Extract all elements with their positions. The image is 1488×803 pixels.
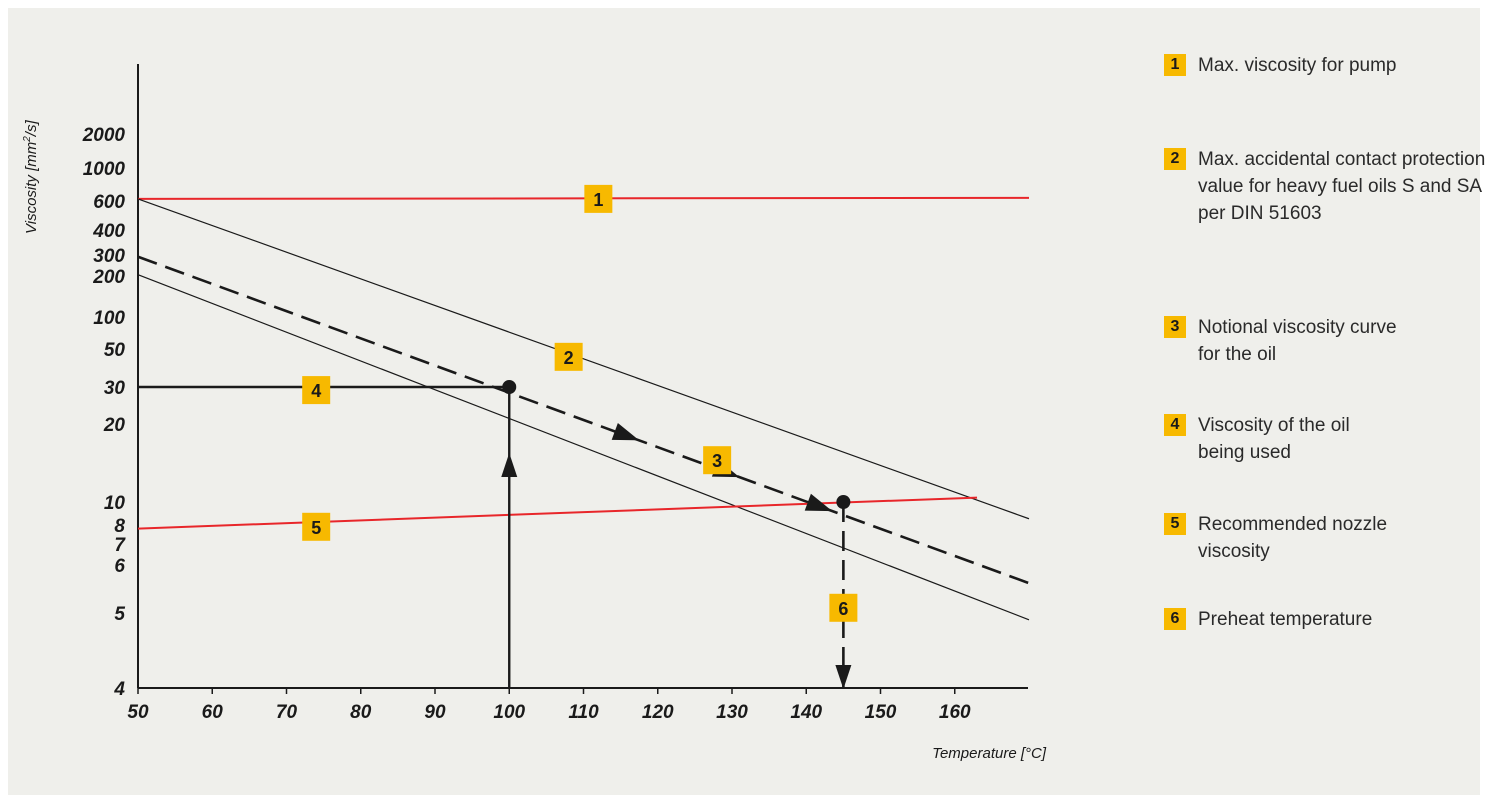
x-tick-label: 160 bbox=[939, 702, 971, 723]
series-line-max-pump-viscosity bbox=[137, 196, 1030, 200]
legend-item-3: 3 Notional viscosity curve for the oil bbox=[1164, 314, 1398, 368]
legend-text-3: Notional viscosity curve for the oil bbox=[1198, 317, 1397, 365]
chart-badge-label-1: 1 bbox=[593, 190, 603, 210]
y-tick-label: 10 bbox=[104, 493, 126, 514]
x-tick-label: 110 bbox=[568, 702, 599, 723]
legend-text-5: Recommended nozzle viscosity bbox=[1198, 514, 1388, 562]
y-tick-label: 6 bbox=[114, 556, 125, 577]
x-tick-label: 70 bbox=[276, 702, 298, 723]
y-tick-label: 600 bbox=[93, 192, 125, 213]
legend-badge-3: 3 bbox=[1164, 316, 1186, 338]
legend-badge-4: 4 bbox=[1164, 414, 1186, 436]
legend-text-1: Max. viscosity for pump bbox=[1198, 55, 1397, 76]
x-tick-label: 100 bbox=[493, 702, 525, 723]
x-tick-label: 90 bbox=[424, 702, 446, 723]
y-tick-label: 1000 bbox=[83, 159, 126, 180]
legend-item-1: 1 Max. viscosity for pump bbox=[1164, 52, 1488, 79]
x-tick-label: 130 bbox=[716, 702, 748, 723]
legend-text-2: Max. accidental contact protection value… bbox=[1198, 149, 1486, 224]
legend-badge-5: 5 bbox=[1164, 513, 1186, 535]
chart-badge-1 bbox=[584, 184, 613, 213]
y-tick-label: 100 bbox=[93, 308, 125, 329]
y-axis-title-sup: 2 bbox=[22, 136, 33, 143]
y-axis-title: Viscosity [mm2/s] bbox=[22, 120, 40, 234]
legend-item-2: 2 Max. accidental contact protection val… bbox=[1164, 146, 1488, 227]
chart-badge-label-4: 4 bbox=[311, 381, 321, 401]
chart-badge-label-3: 3 bbox=[712, 451, 722, 471]
legend-text-6: Preheat temperature bbox=[1198, 609, 1373, 630]
x-tick-label: 150 bbox=[865, 702, 897, 723]
y-tick-label: 2000 bbox=[82, 125, 126, 146]
data-point-marker bbox=[502, 380, 517, 394]
chart-marks: 50 60 70 80 90 100 110 120 130 140 150 160200010006… bbox=[82, 64, 1030, 723]
y-tick-label: 20 bbox=[103, 415, 126, 436]
curve-arrowhead bbox=[611, 422, 640, 441]
x-tick-label: 140 bbox=[790, 702, 822, 723]
series-line-notional-curve bbox=[137, 255, 1030, 585]
viscosity-chart: 50 60 70 80 90 100 110 120 130 140 150 160200010006… bbox=[22, 64, 1047, 762]
data-point-marker bbox=[836, 495, 851, 509]
chart-badge-6 bbox=[829, 593, 858, 622]
chart-badge-label-2: 2 bbox=[564, 348, 574, 368]
series-line-lower-boundary bbox=[137, 274, 1030, 621]
y-tick-label: 5 bbox=[114, 604, 125, 625]
y-tick-label: 400 bbox=[92, 221, 125, 242]
x-tick-label: 50 bbox=[127, 702, 149, 723]
y-tick-label: 300 bbox=[93, 246, 125, 267]
down-arrowhead bbox=[835, 665, 852, 689]
y-axis-title-prefix: Viscosity [mm bbox=[23, 142, 40, 234]
y-tick-label: 30 bbox=[104, 378, 126, 399]
chart-badge-label-5: 5 bbox=[311, 518, 321, 538]
y-tick-label: 200 bbox=[92, 267, 125, 288]
y-tick-label: 8 bbox=[114, 516, 125, 537]
chart-badge-5 bbox=[302, 512, 331, 541]
chart-badge-3 bbox=[703, 446, 732, 475]
legend-item-6: 6 Preheat temperature bbox=[1164, 606, 1488, 633]
legend-badge-6: 6 bbox=[1164, 608, 1186, 630]
x-tick-label: 120 bbox=[642, 702, 674, 723]
legend-badge-1: 1 bbox=[1164, 54, 1186, 76]
y-tick-label: 7 bbox=[114, 535, 126, 556]
y-tick-label: 4 bbox=[113, 679, 125, 700]
legend-item-4: 4 Viscosity of the oil being used bbox=[1164, 412, 1398, 466]
legend-item-5: 5 Recommended nozzle viscosity bbox=[1164, 511, 1388, 565]
chart-badge-4 bbox=[302, 376, 331, 405]
y-tick-label: 50 bbox=[104, 340, 126, 361]
x-axis-title: Temperature [°C] bbox=[932, 745, 1047, 762]
legend-badge-2: 2 bbox=[1164, 148, 1186, 170]
y-axis-title-suffix: /s] bbox=[23, 120, 40, 138]
series-line-nozzle-viscosity bbox=[137, 496, 978, 530]
x-tick-label: 80 bbox=[350, 702, 372, 723]
curve-arrowhead bbox=[804, 493, 833, 512]
up-arrowhead bbox=[501, 453, 518, 477]
chart-badge-label-6: 6 bbox=[838, 599, 848, 619]
legend-text-4: Viscosity of the oil being used bbox=[1198, 415, 1350, 463]
x-tick-label: 60 bbox=[202, 702, 224, 723]
series-line-contact-protection bbox=[137, 198, 1030, 520]
chart-panel: 50 60 70 80 90 100 110 120 130 140 150 160 2000 1000 6… bbox=[8, 8, 1485, 795]
chart-badge-2 bbox=[554, 342, 583, 371]
